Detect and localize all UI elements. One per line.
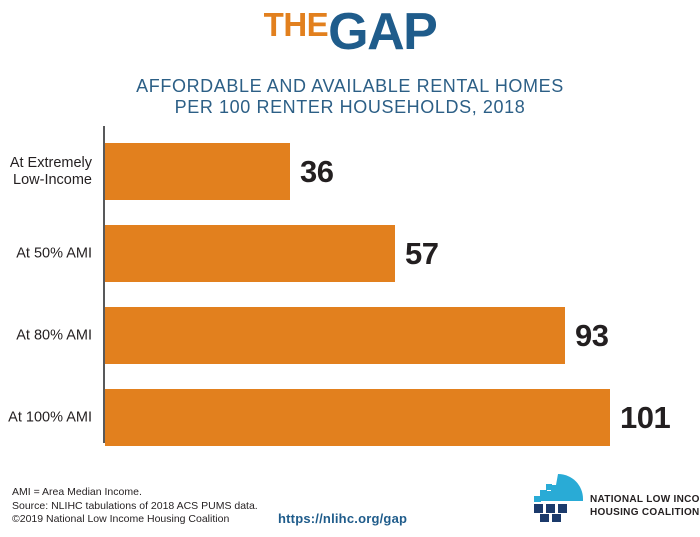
gap-logo: THEGAP (0, 6, 700, 58)
bar-at-100-percent-ami[interactable] (105, 389, 610, 446)
bar-at-80-percent-ami[interactable] (105, 307, 565, 364)
category-label-3-line-0: At 100% AMI (8, 409, 92, 425)
category-label-0: At Extremely Low-Income (0, 155, 92, 189)
category-label-0-line-1: Low-Income (13, 171, 92, 188)
bar-row: At 100% AMI 101 (0, 389, 700, 446)
bar-value-0: 36 (300, 153, 334, 189)
footnote-ami-definition: AMI = Area Median Income. (12, 486, 142, 498)
category-label-2: At 80% AMI (0, 327, 92, 344)
chart-subtitle-line-2: PER 100 RENTER HOUSEHOLDS, 2018 (174, 97, 526, 117)
footnote-copyright: ©2019 National Low Income Housing Coalit… (12, 513, 230, 525)
category-label-0-line-0: At Extremely (9, 154, 92, 171)
bar-at-50-percent-ami[interactable] (105, 225, 395, 282)
bar-value-2: 93 (575, 317, 609, 353)
nlihc-logo: NATIONAL LOW INCOME HOUSING COALITION (528, 472, 700, 524)
logo-word-the: THE (263, 6, 329, 43)
bar-row: At 80% AMI 93 (0, 307, 700, 364)
category-label-1: At 50% AMI (0, 245, 92, 262)
bar-value-3: 101 (620, 399, 671, 435)
bar-row: At 50% AMI 57 (0, 225, 700, 282)
chart-plot-area: At Extremely Low-Income 36 At 50% AMI 57… (0, 126, 700, 446)
category-label-1-line-0: At 50% AMI (16, 245, 92, 261)
gap-report-url-link[interactable]: https://nlihc.org/gap (278, 511, 408, 526)
category-label-2-line-0: At 80% AMI (16, 327, 92, 343)
chart-subtitle: AFFORDABLE AND AVAILABLE RENTAL HOMES PE… (0, 76, 700, 118)
footnote-source: Source: NLIHC tabulations of 2018 ACS PU… (12, 499, 258, 512)
bar-row: At Extremely Low-Income 36 (0, 143, 700, 200)
bar-value-1: 57 (405, 235, 439, 271)
nlihc-logo-text-line-1: NATIONAL LOW INCOME (590, 494, 700, 505)
nlihc-house-icon (528, 472, 586, 522)
y-axis-line (103, 126, 105, 443)
bar-at-extremely-low-income[interactable] (105, 143, 290, 200)
nlihc-logo-text: NATIONAL LOW INCOME HOUSING COALITION (590, 494, 700, 519)
category-label-3: At 100% AMI (0, 409, 92, 426)
logo-word-gap: GAP (328, 3, 438, 61)
chart-subtitle-line-1: AFFORDABLE AND AVAILABLE RENTAL HOMES (136, 76, 564, 96)
footnotes: AMI = Area Median Income. Source: NLIHC … (12, 486, 258, 527)
nlihc-logo-text-line-2: HOUSING COALITION (590, 506, 700, 518)
